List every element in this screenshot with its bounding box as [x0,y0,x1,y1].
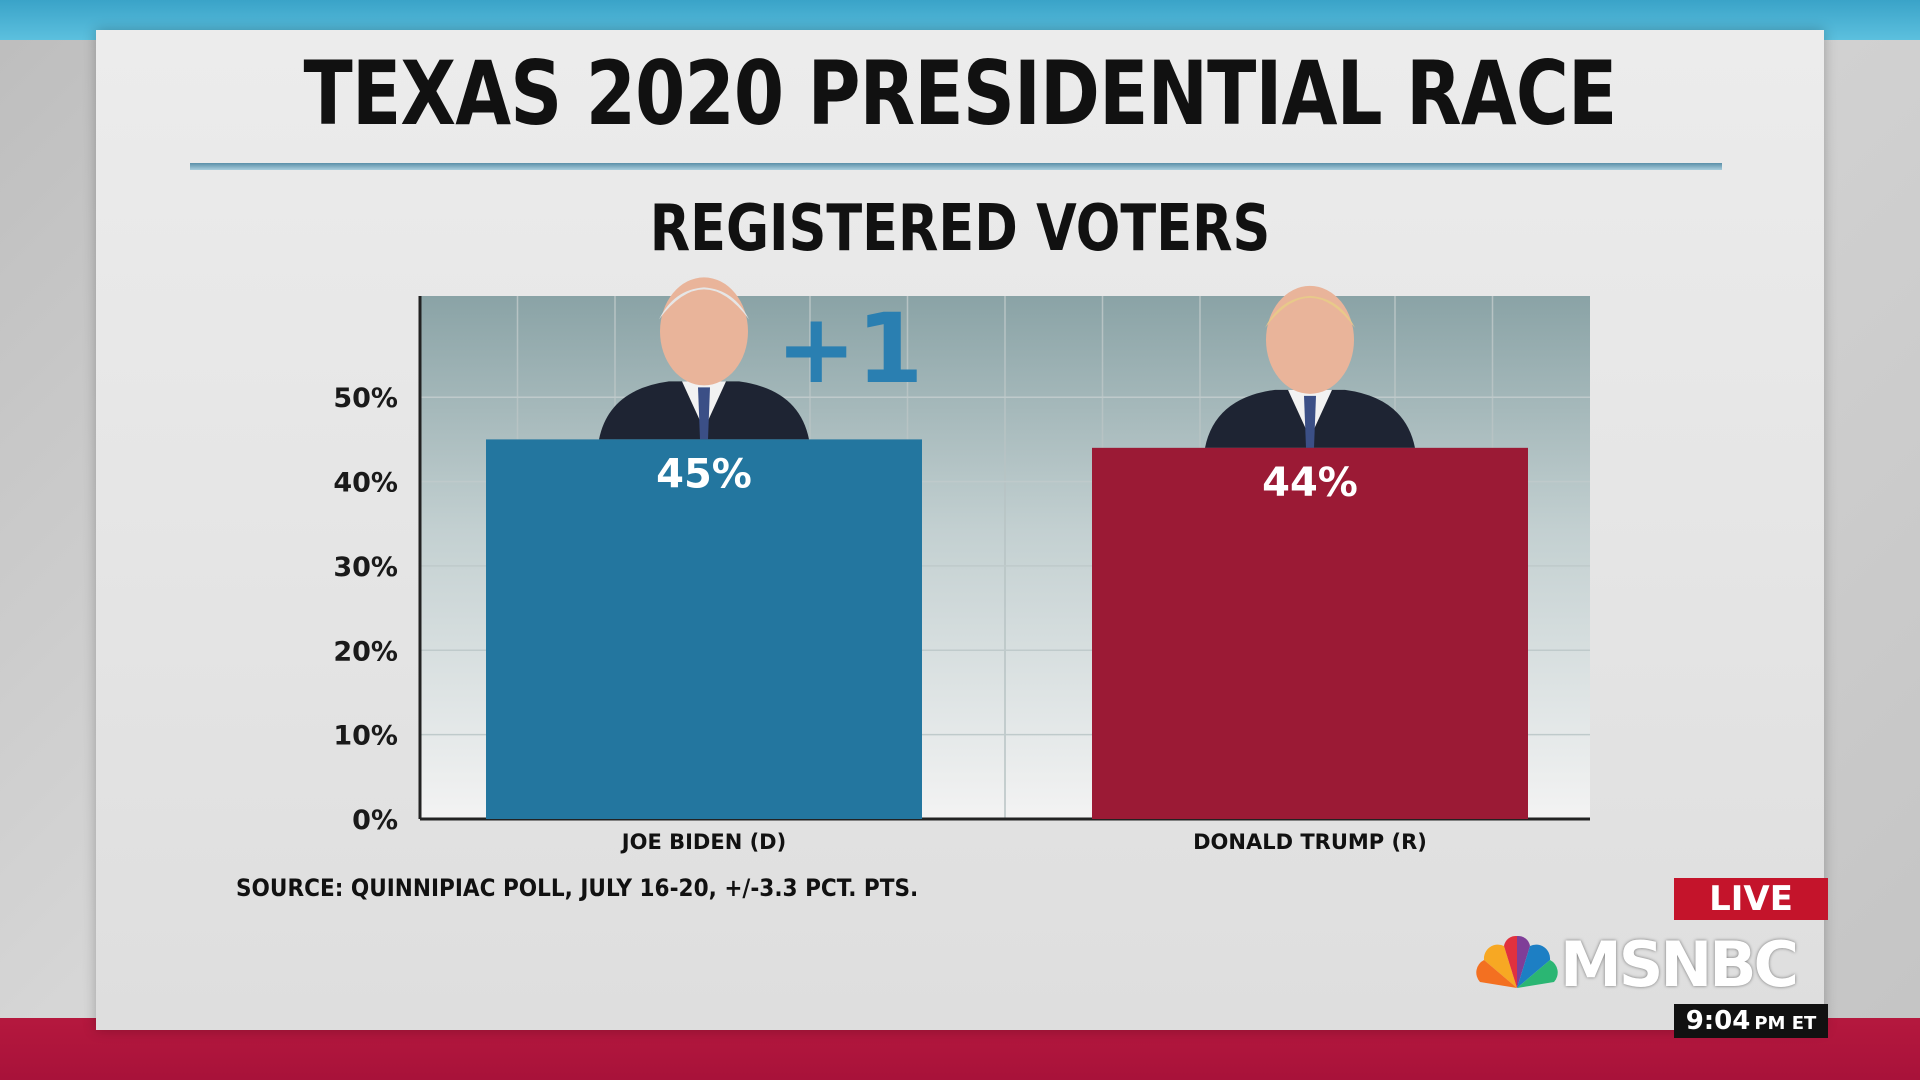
bar [1092,447,1528,819]
chart-title: TEXAS 2020 PRESIDENTIAL RACE [303,42,1618,145]
chart-subtitle: REGISTERED VOTERS [649,192,1271,266]
network-name: MSNBC [1560,928,1799,1001]
live-badge: LIVE [1674,878,1828,920]
y-tick-label: 50% [333,383,398,414]
bar-value-label: 45% [656,451,752,497]
clock-time: 9:04 [1685,1006,1751,1036]
y-tick-label: 10% [333,721,398,752]
y-tick-label: 20% [333,636,398,667]
source-note: SOURCE: QUINNIPIAC POLL, JULY 16-20, +/-… [236,874,919,902]
y-tick-label: 30% [333,552,398,583]
candidate-portrait [1205,285,1415,448]
lead-margin-label: +1 [776,293,923,405]
y-tick-label: 40% [333,468,398,499]
candidate-portrait [599,277,809,440]
network-logo: MSNBC [1476,926,1828,1001]
category-label: DONALD TRUMP (R) [1193,830,1427,854]
bar [486,439,922,819]
category-label: JOE BIDEN (D) [620,830,786,854]
peacock-icon [1476,935,1558,988]
bar-value-label: 44% [1262,460,1358,506]
clock-timezone: PM ET [1754,1013,1817,1034]
broadcast-clock: 9:04 PM ET [1674,1004,1828,1038]
title-divider [190,163,1722,170]
y-tick-label: 0% [352,805,398,836]
